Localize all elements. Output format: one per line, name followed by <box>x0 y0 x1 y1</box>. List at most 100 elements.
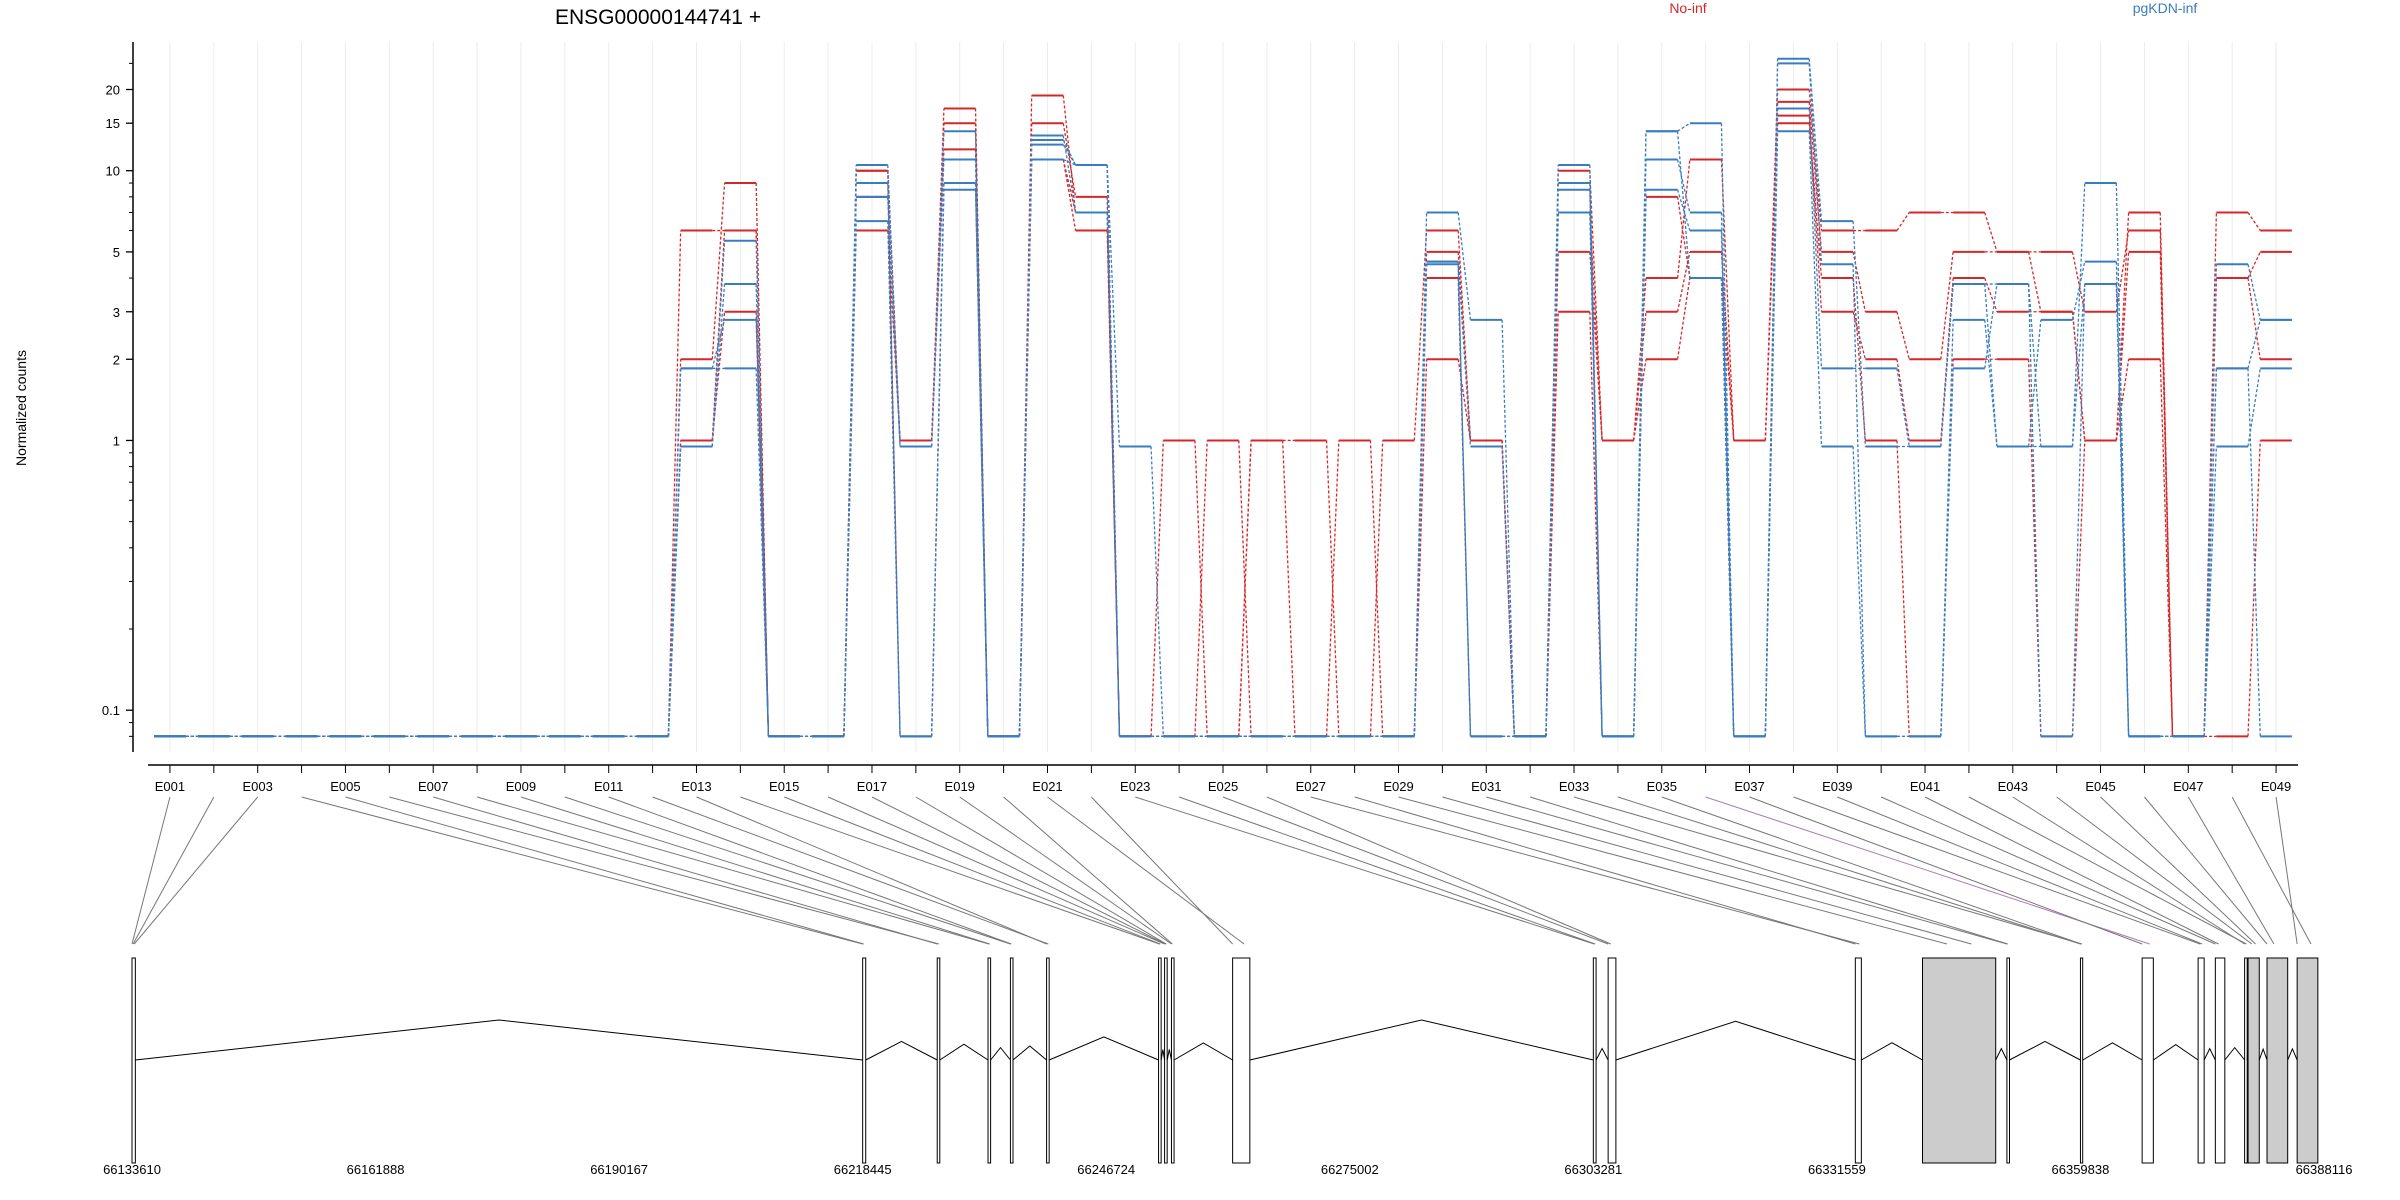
exon-connector <box>652 796 1049 945</box>
legend-no-inf: No-inf <box>1669 0 1706 16</box>
exon-label: E001 <box>155 779 185 794</box>
intron-line <box>2082 1042 2143 1061</box>
series-connector <box>1062 159 1077 213</box>
exon-connector <box>132 796 215 945</box>
gene-exon-box <box>936 957 941 1164</box>
series-connector <box>1150 440 1164 737</box>
intron-line <box>1166 1049 1172 1061</box>
series-connector <box>2159 359 2174 737</box>
series-connector <box>1457 230 1472 441</box>
series-connector <box>1852 251 1867 312</box>
exon-connectors <box>131 796 2312 945</box>
exon-connector <box>345 796 864 945</box>
exon-label: E047 <box>2173 779 2203 794</box>
y-tick-label: 0.1 <box>102 703 120 718</box>
gene-exon-box <box>1009 957 1014 1164</box>
exon-label: E013 <box>681 779 711 794</box>
exon-connector <box>1924 796 2219 945</box>
legend-pgkdn-inf: pgKDN-inf <box>2133 0 2198 16</box>
series-connector <box>1633 359 1647 441</box>
series-connector <box>1106 164 1121 447</box>
intron-line <box>1012 1045 1047 1061</box>
series-connector <box>2115 230 2130 312</box>
exon-connector <box>1837 796 2203 945</box>
series-connector <box>1282 440 1296 737</box>
gene-exon-box <box>2296 957 2319 1164</box>
series-connector <box>2027 319 2042 447</box>
genomic-coordinate-axis: 66133610 66161888 66190167 66218445 66246724… <box>103 1162 2352 1177</box>
gene-exon-box <box>1046 957 1050 1164</box>
gene-exon-box <box>1607 957 1617 1164</box>
series-connector <box>887 196 901 447</box>
series-connector <box>1589 170 1603 441</box>
series-connector <box>2247 368 2261 737</box>
intron-line <box>1861 1042 1923 1061</box>
series-connector <box>1150 446 1164 737</box>
exon-connector <box>959 796 1172 945</box>
exon-connector <box>1661 796 2082 945</box>
series-connector <box>1457 261 1472 447</box>
genomic-coordinate-label: 66190167 <box>590 1162 648 1177</box>
series-connector <box>1501 446 1515 737</box>
series-connector <box>1764 108 1779 737</box>
series-connector <box>1413 230 1428 441</box>
intron-line <box>939 1043 989 1061</box>
series-connector <box>2247 319 2261 369</box>
series-connector <box>1984 283 1998 369</box>
y-tick-label: 2 <box>113 352 120 367</box>
exon-connector <box>2056 796 2253 945</box>
series-7 <box>154 130 2292 738</box>
series-connector <box>1808 108 1823 369</box>
series-connector <box>931 159 945 447</box>
series-connector <box>1676 277 1691 360</box>
series-connector <box>2247 264 2261 320</box>
intron-line <box>2287 1047 2298 1061</box>
series-connector <box>974 189 989 737</box>
exon-connector <box>1968 796 2247 945</box>
gene-exon-box <box>1164 957 1168 1164</box>
intron-line <box>1173 1042 1233 1061</box>
exon-connector <box>1573 796 2083 945</box>
gene-exon-box <box>1922 957 1997 1164</box>
gene-exon-box <box>2197 957 2205 1164</box>
gene-exon-box <box>2266 957 2289 1164</box>
genomic-coordinate-label: 66275002 <box>1321 1162 1379 1177</box>
gene-exon-box <box>2079 957 2084 1164</box>
gene-exon-box <box>1232 957 1251 1164</box>
gene-exon-box <box>131 957 136 1164</box>
series-connector <box>1062 159 1077 231</box>
series-connector <box>931 189 945 737</box>
exon-label: E017 <box>857 779 887 794</box>
series-connector <box>1063 158 1076 166</box>
series-connector <box>1369 440 1384 737</box>
series-connector <box>667 230 682 737</box>
exon-connector <box>1880 796 2216 945</box>
series-connector <box>2247 368 2261 447</box>
series-connector <box>1808 131 1823 447</box>
series-connector <box>1808 63 1823 265</box>
exon-connector <box>2144 796 2268 945</box>
series-connector <box>1852 446 1867 737</box>
series-connector <box>755 319 770 737</box>
exon-label: E033 <box>1559 779 1589 794</box>
series-connector <box>1984 212 1998 253</box>
exon-connector <box>871 796 1166 945</box>
exon-connector <box>1266 796 1611 945</box>
exon-label: E009 <box>506 779 536 794</box>
series-connector <box>2071 183 2086 447</box>
series-connector <box>2203 446 2218 737</box>
series-connector <box>1457 264 1472 737</box>
genomic-coordinate-label: 66331559 <box>1808 1162 1866 1177</box>
series-connector <box>2027 251 2042 312</box>
series-connector <box>1589 189 1603 737</box>
series-connector <box>2027 284 2042 737</box>
series-connector <box>1106 164 1121 737</box>
exon-label: E049 <box>2261 779 2291 794</box>
series-connector <box>1896 368 1910 447</box>
series-connector <box>2115 359 2130 441</box>
series-connector <box>1676 159 1691 213</box>
series-connector <box>1457 212 1472 320</box>
exon-label: E023 <box>1120 779 1150 794</box>
y-tick-label: 3 <box>113 305 120 320</box>
